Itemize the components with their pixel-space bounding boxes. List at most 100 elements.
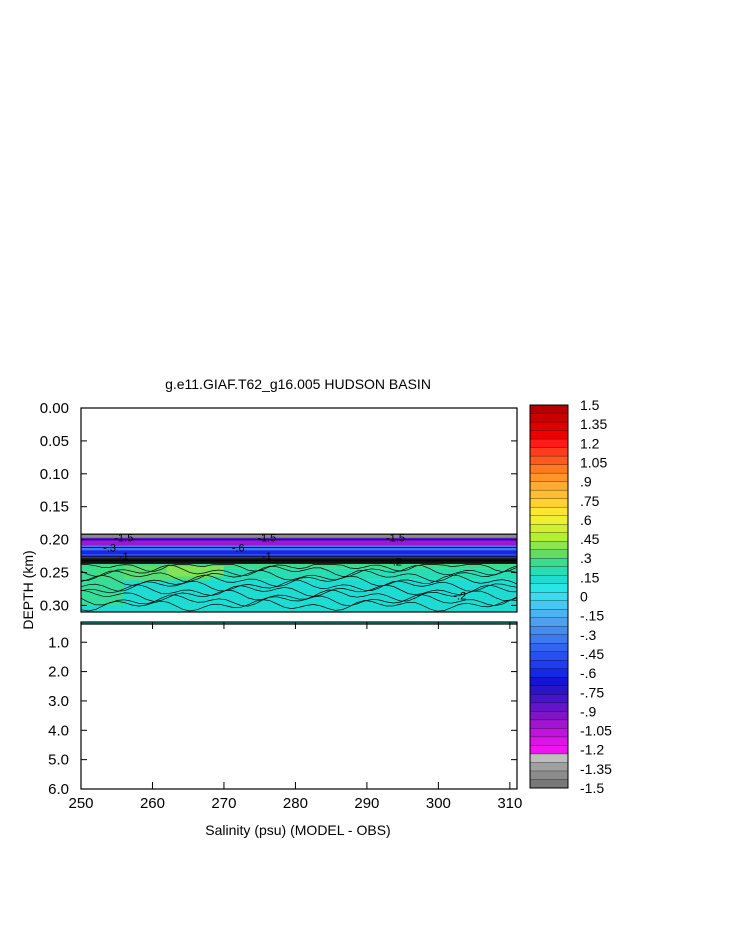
y-axis-label: DEPTH (km) — [20, 550, 36, 629]
colorbar-swatch — [529, 506, 569, 517]
colorbar-swatch — [529, 617, 569, 627]
colorbar-swatch — [529, 592, 569, 602]
contour-label: -1.5 — [114, 533, 133, 545]
colorbar-label: -.3 — [580, 627, 597, 643]
colorbar-swatch — [529, 728, 569, 738]
colorbar-label: 0 — [580, 589, 588, 605]
colorbar-label: .6 — [580, 512, 592, 528]
colorbar-swatch — [529, 413, 569, 423]
colorbar-swatch — [529, 762, 569, 772]
y-tick-label: 0.20 — [40, 532, 69, 549]
lower-data-layer — [81, 622, 517, 625]
colorbar-swatch — [529, 651, 569, 661]
colorbar-swatch — [529, 770, 569, 780]
contour-label: -.6 — [232, 543, 245, 555]
colorbar-swatch — [529, 558, 569, 568]
x-tick-label: 270 — [211, 795, 236, 812]
colorbar-swatch — [529, 719, 569, 729]
colorbar-label: .45 — [580, 531, 600, 547]
contour-label: -.3 — [103, 543, 116, 555]
y-tick-label: 0.05 — [40, 433, 69, 450]
x-tick-label: 280 — [283, 795, 308, 812]
contour-line — [80, 584, 518, 597]
colorbar-swatch — [529, 626, 569, 636]
colorbar-swatch — [529, 711, 569, 721]
colorbar-swatch — [529, 745, 569, 755]
colorbar-label: -1.2 — [580, 742, 604, 758]
field-band — [81, 622, 517, 624]
colorbar-swatch — [529, 481, 569, 491]
contour-label: -1 — [119, 551, 129, 563]
colorbar-swatch — [529, 583, 569, 593]
colorbar: 1.5 1.35 1.2 1.05 .9 .75 .6 .45 .3 .15 0 -.15 -.3 -.4… — [529, 397, 612, 796]
colorbar-label: -1.5 — [580, 780, 604, 796]
colorbar-label: 1.2 — [580, 435, 600, 451]
field-patch — [166, 565, 224, 577]
field-band — [81, 579, 517, 612]
field-band — [81, 533, 517, 538]
contour-line — [80, 574, 518, 587]
colorbar-label: -.15 — [580, 608, 604, 624]
colorbar-swatch — [529, 753, 569, 763]
contour-line — [80, 579, 518, 592]
colorbar-swatch — [529, 575, 569, 585]
colorbar-label: -.45 — [580, 646, 604, 662]
colorbar-swatch — [529, 779, 569, 789]
field-band — [81, 541, 517, 546]
x-tick-label: 310 — [497, 795, 522, 812]
lower-panel: 1.0 2.0 3.0 4.0 5.0 6.0 250 260 270 280 290 300 310 — [48, 621, 522, 812]
upper-y-axis: 0.00 0.05 0.10 0.15 0.20 0.25 0.30 — [40, 400, 517, 614]
colorbar-swatch — [529, 447, 569, 457]
colorbar-swatch — [529, 549, 569, 559]
contour-label: -1.5 — [386, 533, 405, 545]
y-tick-label: 0.15 — [40, 499, 69, 516]
colorbar-label: -1.35 — [580, 761, 612, 777]
colorbar-swatch — [529, 438, 569, 449]
x-tick-label: 250 — [68, 795, 93, 812]
colorbar-swatch — [529, 421, 569, 431]
x-axis-label: Salinity (psu) (MODEL - OBS) — [205, 822, 390, 838]
field-band — [81, 550, 517, 555]
y-tick-label: 0.10 — [40, 466, 69, 483]
colorbar-swatch — [529, 702, 569, 712]
lower-panel-frame — [80, 621, 518, 790]
colorbar-swatch — [529, 455, 569, 466]
x-axis: 250 260 270 280 290 300 310 — [68, 622, 522, 812]
colorbar-label: 1.5 — [580, 397, 600, 413]
colorbar-label: -.9 — [580, 703, 597, 719]
field-band — [81, 568, 517, 580]
contour-label: -1.5 — [257, 533, 276, 545]
colorbar-swatch — [529, 464, 569, 474]
colorbar-swatch — [529, 736, 569, 746]
colorbar-swatch — [529, 489, 569, 500]
colorbar-swatch — [529, 634, 569, 644]
x-tick-label: 260 — [140, 795, 165, 812]
y-tick-label: 4.0 — [48, 722, 69, 739]
colorbar-swatch — [529, 660, 569, 670]
y-tick-label: 0.25 — [40, 565, 69, 582]
contour-line — [81, 564, 518, 573]
colorbar-swatch — [529, 600, 569, 610]
y-tick-label: 0.30 — [40, 597, 69, 614]
colorbar-label: -1.05 — [580, 723, 612, 739]
upper-panel-frame — [80, 407, 518, 613]
x-tick-label: 290 — [354, 795, 379, 812]
colorbar-swatch — [529, 566, 569, 576]
colorbar-swatch — [529, 677, 569, 687]
y-tick-label: 2.0 — [48, 664, 69, 681]
colorbar-label: 1.05 — [580, 454, 607, 470]
colorbar-swatch — [529, 668, 569, 678]
field-band — [81, 554, 517, 559]
colorbar-label: .3 — [580, 550, 592, 566]
y-tick-label: 6.0 — [48, 781, 69, 798]
contour-line — [80, 564, 518, 577]
y-tick-label: 3.0 — [48, 693, 69, 710]
upper-data-layer: -1.5 -1.5 -1.5-1 -1-.3-.2-.2-.6 — [80, 533, 518, 612]
x-tick-label: 300 — [426, 795, 451, 812]
colorbar-label: .15 — [580, 569, 600, 585]
colorbar-swatch — [529, 515, 569, 525]
contour-line — [80, 594, 518, 607]
colorbar-labels: 1.5 1.35 1.2 1.05 .9 .75 .6 .45 .3 .15 0 -.15 -.3 -.4… — [580, 397, 612, 796]
contour-label: -.2 — [389, 556, 402, 568]
